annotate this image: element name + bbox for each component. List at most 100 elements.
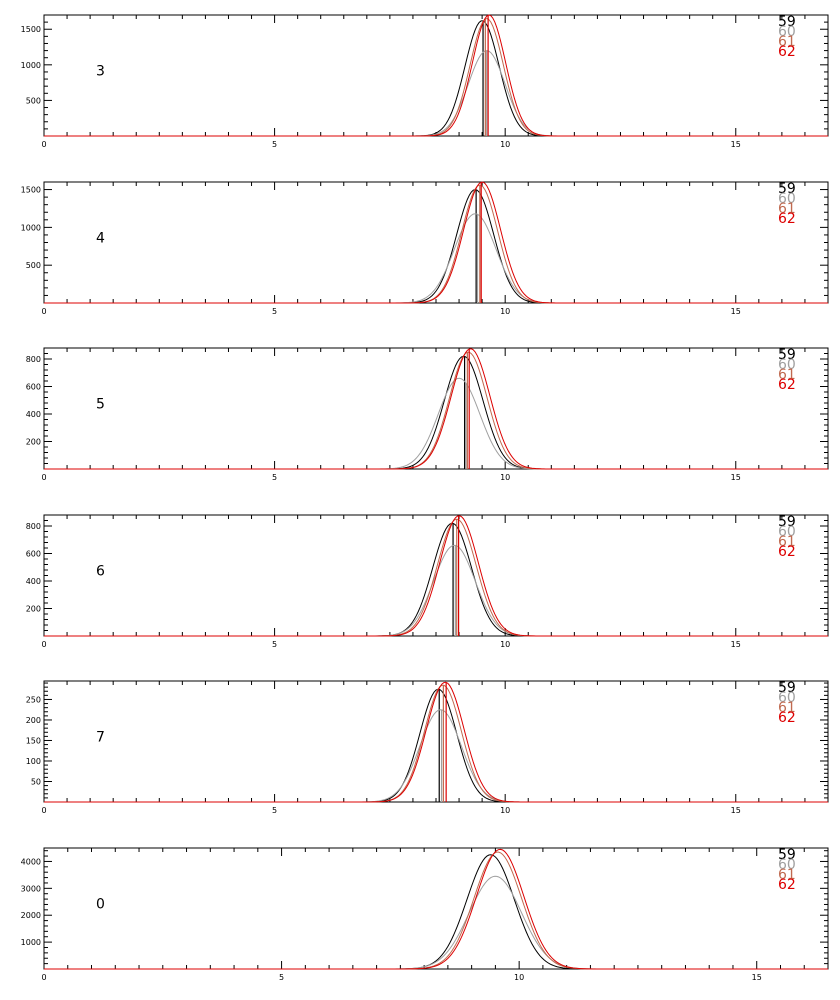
x-tick-label: 0 [41, 973, 46, 982]
legend-label: 60 [778, 857, 796, 873]
legend-label: 60 [778, 690, 796, 706]
y-tick-label: 1500 [21, 186, 41, 195]
series-line-61 [44, 18, 828, 137]
y-tick-label: 500 [26, 96, 41, 105]
legend-label: 59 [778, 181, 796, 197]
series-line-62 [44, 181, 828, 304]
y-tick-label: 600 [26, 550, 41, 559]
legend-label: 62 [778, 377, 796, 393]
legend-label: 62 [778, 710, 796, 726]
x-tick-label: 0 [41, 307, 46, 316]
x-tick-label: 0 [41, 140, 46, 149]
y-tick-label: 200 [26, 605, 41, 614]
legend-label: 61 [778, 367, 796, 383]
series-line-59 [44, 522, 828, 637]
x-tick-label: 10 [500, 473, 510, 482]
y-tick-label: 200 [26, 716, 41, 725]
x-tick-label: 0 [41, 640, 46, 649]
y-tick-label: 1500 [21, 25, 41, 34]
series-line-61 [44, 851, 828, 970]
series-line-60 [44, 213, 828, 304]
x-tick-label: 5 [272, 640, 277, 649]
x-tick-label: 10 [500, 307, 510, 316]
plot-frame [43, 181, 829, 304]
x-tick-label: 10 [500, 806, 510, 815]
series-line-62 [44, 681, 828, 803]
x-tick-label: 15 [731, 473, 741, 482]
y-tick-label: 800 [26, 355, 41, 364]
x-tick-label: 15 [752, 973, 762, 982]
y-tick-label: 500 [26, 261, 41, 270]
y-tick-label: 800 [26, 522, 41, 531]
legend-label: 61 [778, 534, 796, 550]
series-line-60 [44, 709, 828, 803]
y-tick-label: 1000 [21, 223, 41, 232]
legend-label: 59 [778, 14, 796, 30]
series-line-61 [44, 184, 828, 304]
panel-label: 3 [96, 64, 105, 80]
x-tick-label: 0 [41, 473, 46, 482]
legend-label: 62 [778, 544, 796, 560]
panel-label: 4 [96, 231, 105, 247]
y-tick-label: 400 [26, 577, 41, 586]
x-tick-label: 5 [279, 973, 284, 982]
y-tick-label: 600 [26, 383, 41, 392]
legend-label: 59 [778, 847, 796, 863]
x-tick-label: 5 [272, 307, 277, 316]
plot-frame [43, 14, 829, 137]
x-tick-label: 15 [731, 640, 741, 649]
panel-label: 7 [96, 730, 105, 746]
legend-label: 59 [778, 514, 796, 530]
x-tick-label: 0 [41, 806, 46, 815]
legend-label: 60 [778, 524, 796, 540]
y-tick-label: 200 [26, 438, 41, 447]
series-line-60 [44, 544, 828, 637]
x-tick-label: 5 [272, 806, 277, 815]
series-line-59 [44, 20, 828, 137]
y-tick-label: 250 [26, 695, 41, 704]
legend-label: 62 [778, 211, 796, 227]
x-tick-label: 10 [514, 973, 524, 982]
legend-label: 61 [778, 700, 796, 716]
legend-label: 59 [778, 347, 796, 363]
legend-label: 60 [778, 357, 796, 373]
series-line-61 [44, 351, 828, 470]
y-tick-label: 4000 [21, 857, 41, 866]
series-line-60 [44, 875, 828, 970]
y-tick-label: 2000 [21, 911, 41, 920]
legend-label: 61 [778, 201, 796, 217]
series-line-59 [44, 189, 828, 304]
series-line-62 [44, 14, 828, 137]
y-tick-label: 150 [26, 736, 41, 745]
panel-label: 5 [96, 397, 105, 413]
legend-label: 59 [778, 680, 796, 696]
series-line-62 [44, 848, 828, 970]
series-line-59 [44, 355, 828, 470]
x-tick-label: 15 [731, 140, 741, 149]
series-line-60 [44, 377, 828, 470]
legend-label: 61 [778, 34, 796, 50]
series-line-59 [44, 854, 828, 970]
series-line-60 [44, 50, 828, 137]
x-tick-label: 5 [272, 473, 277, 482]
y-tick-label: 50 [31, 777, 41, 786]
legend-label: 62 [778, 877, 796, 893]
legend-label: 60 [778, 191, 796, 207]
series-line-62 [44, 515, 828, 637]
x-tick-label: 5 [272, 140, 277, 149]
panel-label: 6 [96, 564, 105, 580]
plot-frame [43, 347, 829, 470]
x-tick-label: 15 [731, 806, 741, 815]
series-line-59 [44, 688, 828, 803]
legend-label: 60 [778, 24, 796, 40]
y-tick-label: 1000 [21, 938, 41, 947]
x-tick-label: 15 [731, 307, 741, 316]
y-tick-label: 1000 [21, 61, 41, 70]
